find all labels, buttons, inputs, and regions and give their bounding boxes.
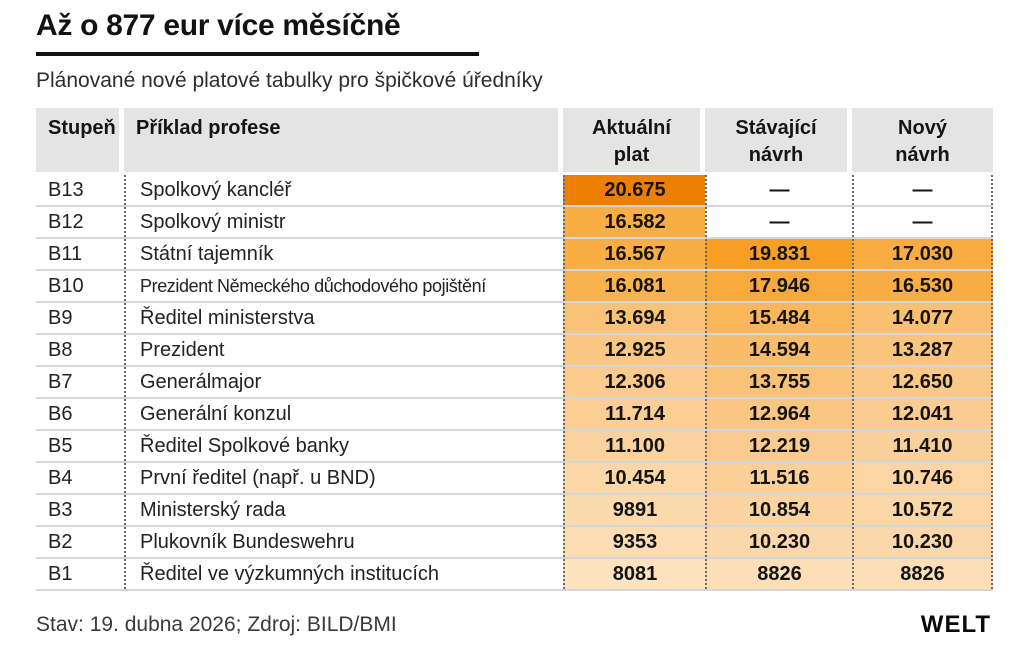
page-subtitle: Plánované nové platové tabulky pro špičk… [36,69,543,92]
profession-cell: První ředitel (např. u BND) [124,463,563,493]
table-row: B4 První ředitel (např. u BND) 10.454 11… [36,463,993,495]
grade-cell: B10 [48,275,84,297]
grade-cell: B5 [48,435,73,457]
current-salary-cell: 12.925 [563,335,705,365]
existing-proposal-cell: 15.484 [705,303,852,333]
new-proposal-cell: — [852,207,993,237]
table-row: B10 Prezident Německého důchodového poji… [36,271,993,303]
new-proposal-cell: 14.077 [852,303,993,333]
new-proposal-cell: 10.230 [852,527,993,557]
current-salary-cell: 10.454 [563,463,705,493]
source-note: Stav: 19. dubna 2026; Zdroj: BILD/BMI [36,613,397,636]
table-row: B3 Ministerský rada 9891 10.854 10.572 [36,495,993,527]
column-header-new-proposal: Nový návrh [852,108,993,172]
profession-cell: Spolkový ministr [124,207,563,237]
new-proposal-cell: 17.030 [852,239,993,269]
table-body: B13 Spolkový kancléř 20.675 — — B12 Spol… [36,175,993,591]
current-salary-cell: 11.100 [563,431,705,461]
new-proposal-cell: 12.041 [852,399,993,429]
profession-cell: Spolkový kancléř [124,175,563,205]
current-salary-cell: 20.675 [563,175,705,205]
existing-proposal-cell: 11.516 [705,463,852,493]
table-row: B9 Ředitel ministerstva 13.694 15.484 14… [36,303,993,335]
table-header-row: Stupeň Příklad profese Aktuální plat Stá… [36,108,993,172]
grade-cell: B11 [48,243,83,265]
column-header-current-salary: Aktuální plat [563,108,705,172]
current-salary-cell: 9891 [563,495,705,525]
new-proposal-cell: 13.287 [852,335,993,365]
existing-proposal-cell: 12.219 [705,431,852,461]
new-proposal-cell: 8826 [852,559,993,589]
existing-proposal-cell: 17.946 [705,271,852,301]
existing-proposal-cell: 10.854 [705,495,852,525]
column-header-grade: Stupeň [36,108,124,172]
grade-cell: B13 [48,179,84,201]
salary-table: Stupeň Příklad profese Aktuální plat Stá… [36,108,993,591]
new-proposal-cell: — [852,175,993,205]
existing-proposal-cell: — [705,207,852,237]
table-row: B2 Plukovník Bundeswehru 9353 10.230 10.… [36,527,993,559]
current-salary-cell: 13.694 [563,303,705,333]
new-proposal-cell: 10.572 [852,495,993,525]
profession-cell: Ředitel ve výzkumných institucích [124,559,563,589]
current-salary-cell: 12.306 [563,367,705,397]
grade-cell: B4 [48,467,73,489]
current-salary-cell: 16.567 [563,239,705,269]
grade-cell: B9 [48,307,73,329]
grade-cell: B6 [48,403,73,425]
profession-cell: Plukovník Bundeswehru [124,527,563,557]
table-row: B8 Prezident 12.925 14.594 13.287 [36,335,993,367]
grade-cell: B3 [48,499,73,521]
existing-proposal-cell: 10.230 [705,527,852,557]
new-proposal-cell: 11.410 [852,431,993,461]
column-header-profession: Příklad profese [124,108,563,172]
table-row: B12 Spolkový ministr 16.582 — — [36,207,993,239]
existing-proposal-cell: — [705,175,852,205]
table-row: B1 Ředitel ve výzkumných institucích 808… [36,559,993,591]
profession-cell: Ředitel Spolkové banky [124,431,563,461]
table-row: B13 Spolkový kancléř 20.675 — — [36,175,993,207]
table-row: B7 Generálmajor 12.306 13.755 12.650 [36,367,993,399]
profession-cell: Prezident [124,335,563,365]
existing-proposal-cell: 19.831 [705,239,852,269]
title-underline-rule [36,52,479,56]
profession-cell: Prezident Německého důchodového pojištěn… [124,271,563,301]
grade-cell: B7 [48,371,73,393]
current-salary-cell: 8081 [563,559,705,589]
current-salary-cell: 9353 [563,527,705,557]
current-salary-cell: 16.582 [563,207,705,237]
table-row: B11 Státní tajemník 16.567 19.831 17.030 [36,239,993,271]
grade-cell: B8 [48,339,73,361]
table-row: B6 Generální konzul 11.714 12.964 12.041 [36,399,993,431]
existing-proposal-cell: 12.964 [705,399,852,429]
table-row: B5 Ředitel Spolkové banky 11.100 12.219 … [36,431,993,463]
current-salary-cell: 16.081 [563,271,705,301]
profession-cell: Generálmajor [124,367,563,397]
profession-cell: Generální konzul [124,399,563,429]
current-salary-cell: 11.714 [563,399,705,429]
grade-cell: B12 [48,211,84,233]
existing-proposal-cell: 8826 [705,559,852,589]
existing-proposal-cell: 14.594 [705,335,852,365]
existing-proposal-cell: 13.755 [705,367,852,397]
profession-cell: Státní tajemník [124,239,563,269]
new-proposal-cell: 12.650 [852,367,993,397]
new-proposal-cell: 10.746 [852,463,993,493]
grade-cell: B1 [48,563,73,585]
new-proposal-cell: 16.530 [852,271,993,301]
profession-cell: Ministerský rada [124,495,563,525]
welt-logo: WELT [920,611,991,638]
grade-cell: B2 [48,531,73,553]
profession-cell: Ředitel ministerstva [124,303,563,333]
column-header-existing-proposal: Stávající návrh [705,108,852,172]
page-title: Až o 877 eur více měsíčně [36,9,401,42]
